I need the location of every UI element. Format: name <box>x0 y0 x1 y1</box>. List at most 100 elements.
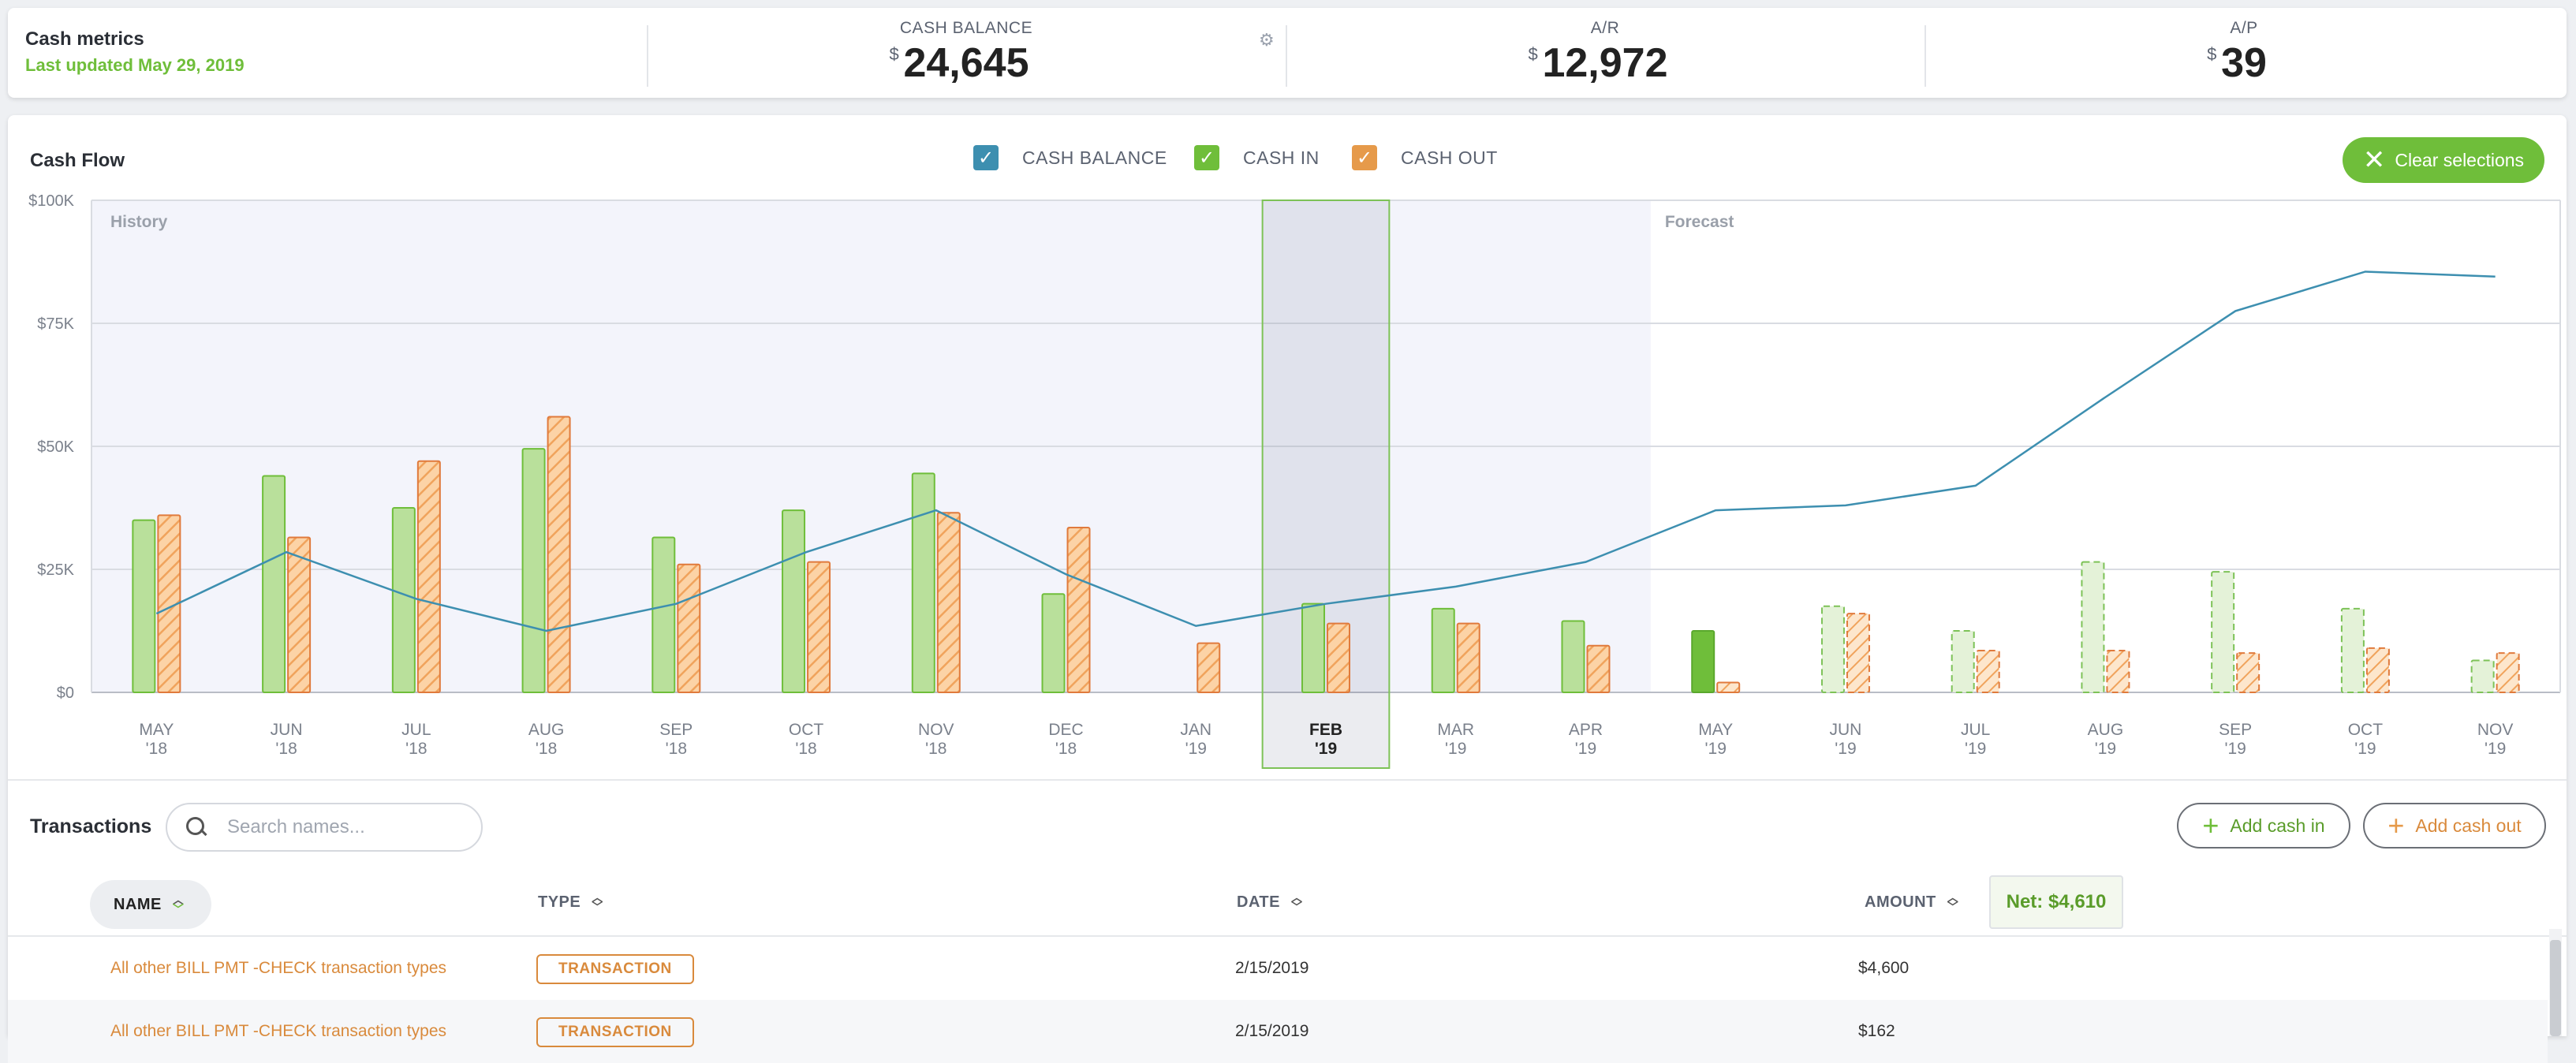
cash-out-bar <box>2106 649 2130 694</box>
add-cash-in-button[interactable]: + Add cash in <box>2177 803 2350 849</box>
legend-cash-out[interactable]: ✓ CASH OUT <box>1352 145 1498 170</box>
sort-icon[interactable]: ︿ ﹀ <box>172 893 185 916</box>
search-box[interactable] <box>166 803 483 852</box>
x-tick-year: '18 <box>666 740 687 758</box>
x-tick-month: JUN <box>1830 721 1862 739</box>
ar-amount: 12,972 <box>1542 40 1668 86</box>
cash-in-bar <box>2081 561 2105 694</box>
sort-icon[interactable]: ︿ ﹀ <box>592 891 603 913</box>
x-tick-year: '18 <box>795 740 816 758</box>
x-tick-month: DEC <box>1048 721 1083 739</box>
cash-out-bar <box>2365 647 2390 694</box>
cash-out-bar <box>677 563 701 694</box>
divider <box>647 25 648 87</box>
column-header-date[interactable]: DATE ︿ ﹀ <box>1237 891 1303 913</box>
table-row[interactable]: All other BILL PMT -CHECK transaction ty… <box>8 1000 2548 1063</box>
row-name[interactable]: All other BILL PMT -CHECK transaction ty… <box>110 959 446 977</box>
scrollbar-thumb[interactable] <box>2550 940 2561 1036</box>
column-header-type[interactable]: TYPE ︿ ﹀ <box>538 891 603 913</box>
clear-selections-button[interactable]: ✕ Clear selections <box>2343 137 2544 183</box>
x-tick-month: MAY <box>1698 721 1733 739</box>
x-tick-year: '19 <box>2095 740 2116 758</box>
cash-in-bar <box>1301 602 1325 693</box>
search-icon <box>186 817 207 837</box>
sort-icon[interactable]: ︿ ﹀ <box>1947 891 1959 913</box>
x-tick-year: '18 <box>1055 740 1077 758</box>
x-tick-year: '18 <box>925 740 946 758</box>
legend-label: CASH IN <box>1243 147 1320 168</box>
cash-in-bar <box>2470 659 2495 694</box>
x-tick-month: JAN <box>1180 721 1211 739</box>
ar-metric: A/R $12,972 <box>1447 19 1763 87</box>
x-tick-year: '18 <box>146 740 167 758</box>
x-tick-month: JUN <box>271 721 303 739</box>
checkbox-checked-icon[interactable]: ✓ <box>973 145 999 170</box>
column-label: TYPE <box>538 893 581 911</box>
column-header-name[interactable]: NAME ︿ ﹀ <box>90 880 211 929</box>
x-tick-year: '19 <box>2354 740 2376 758</box>
cash-out-bar <box>287 536 312 693</box>
column-label: NAME <box>114 895 162 913</box>
cash-in-bar <box>782 509 806 693</box>
gear-icon[interactable]: ⚙ <box>1259 30 1275 50</box>
legend-cash-balance[interactable]: ✓ CASH BALANCE <box>973 145 1167 170</box>
x-tick-month: JUL <box>1961 721 1990 739</box>
cash-in-bar <box>521 448 546 693</box>
add-cash-out-button[interactable]: + Add cash out <box>2363 803 2546 849</box>
divider <box>8 935 2567 937</box>
x-tick-month: MAR <box>1437 721 1474 739</box>
cash-out-bar <box>1716 681 1741 694</box>
clear-selections-label: Clear selections <box>2395 149 2525 170</box>
add-cash-in-label: Add cash in <box>2230 815 2325 836</box>
ap-label: A/P <box>2230 19 2258 37</box>
cash-out-bar <box>1456 622 1480 694</box>
cash-out-bar <box>416 460 441 693</box>
row-date: 2/15/2019 <box>1235 959 1309 977</box>
x-tick-year: '19 <box>2485 740 2506 758</box>
divider <box>8 779 2567 781</box>
cash-balance-line <box>155 270 2496 632</box>
x-tick-year: '18 <box>275 740 297 758</box>
x-tick-month: NOV <box>2477 721 2514 739</box>
x-tick-year: '19 <box>1965 740 1986 758</box>
y-tick-label: $50K <box>37 438 74 456</box>
x-tick-year: '19 <box>1705 740 1727 758</box>
x-tick-month: JUL <box>401 721 431 739</box>
table-row[interactable]: All other BILL PMT -CHECK transaction ty… <box>8 937 2548 1000</box>
plus-icon: + <box>2202 809 2219 841</box>
x-tick-year: '19 <box>2224 740 2246 758</box>
search-input[interactable] <box>227 816 464 838</box>
checkbox-checked-icon[interactable]: ✓ <box>1352 145 1377 170</box>
x-tick-month: APR <box>1569 721 1603 739</box>
cash-in-bar <box>132 519 156 693</box>
cash-in-bar <box>2340 607 2365 693</box>
x-tick-month: OCT <box>789 721 824 739</box>
legend-cash-in[interactable]: ✓ CASH IN <box>1194 145 1320 170</box>
cash-in-bar <box>911 472 935 693</box>
x-tick-month: AUG <box>2088 721 2124 739</box>
scrollbar[interactable] <box>2549 929 2562 1036</box>
cash-flow-panel: $0 $25K $50K $75K $100K History Forecast MAY '18… <box>8 115 2567 1063</box>
cash-in-bar <box>2211 571 2235 693</box>
last-updated: Last updated May 29, 2019 <box>25 55 245 75</box>
column-label: AMOUNT <box>1865 893 1936 911</box>
checkbox-checked-icon[interactable]: ✓ <box>1194 145 1219 170</box>
row-name[interactable]: All other BILL PMT -CHECK transaction ty… <box>110 1022 446 1040</box>
x-tick-year: '18 <box>405 740 427 758</box>
cash-out-bar <box>157 514 181 693</box>
cash-balance-label: CASH BALANCE <box>899 19 1033 37</box>
sort-icon[interactable]: ︿ ﹀ <box>1290 891 1303 913</box>
ap-metric: A/P $39 <box>2086 19 2402 87</box>
metrics-title: Cash metrics <box>25 28 144 50</box>
y-tick-label: $0 <box>57 684 74 702</box>
divider <box>1286 25 1287 87</box>
currency-symbol: $ <box>1528 44 1538 64</box>
net-total-badge: Net: $4,610 <box>1989 875 2123 929</box>
cash-out-bar <box>1327 622 1350 694</box>
forecast-label: Forecast <box>1665 213 1734 231</box>
column-header-amount[interactable]: AMOUNT ︿ ﹀ <box>1865 891 1959 913</box>
cash-out-bar <box>547 416 571 693</box>
x-tick-month: MAY <box>139 721 174 739</box>
cash-in-bar <box>1951 630 1975 693</box>
